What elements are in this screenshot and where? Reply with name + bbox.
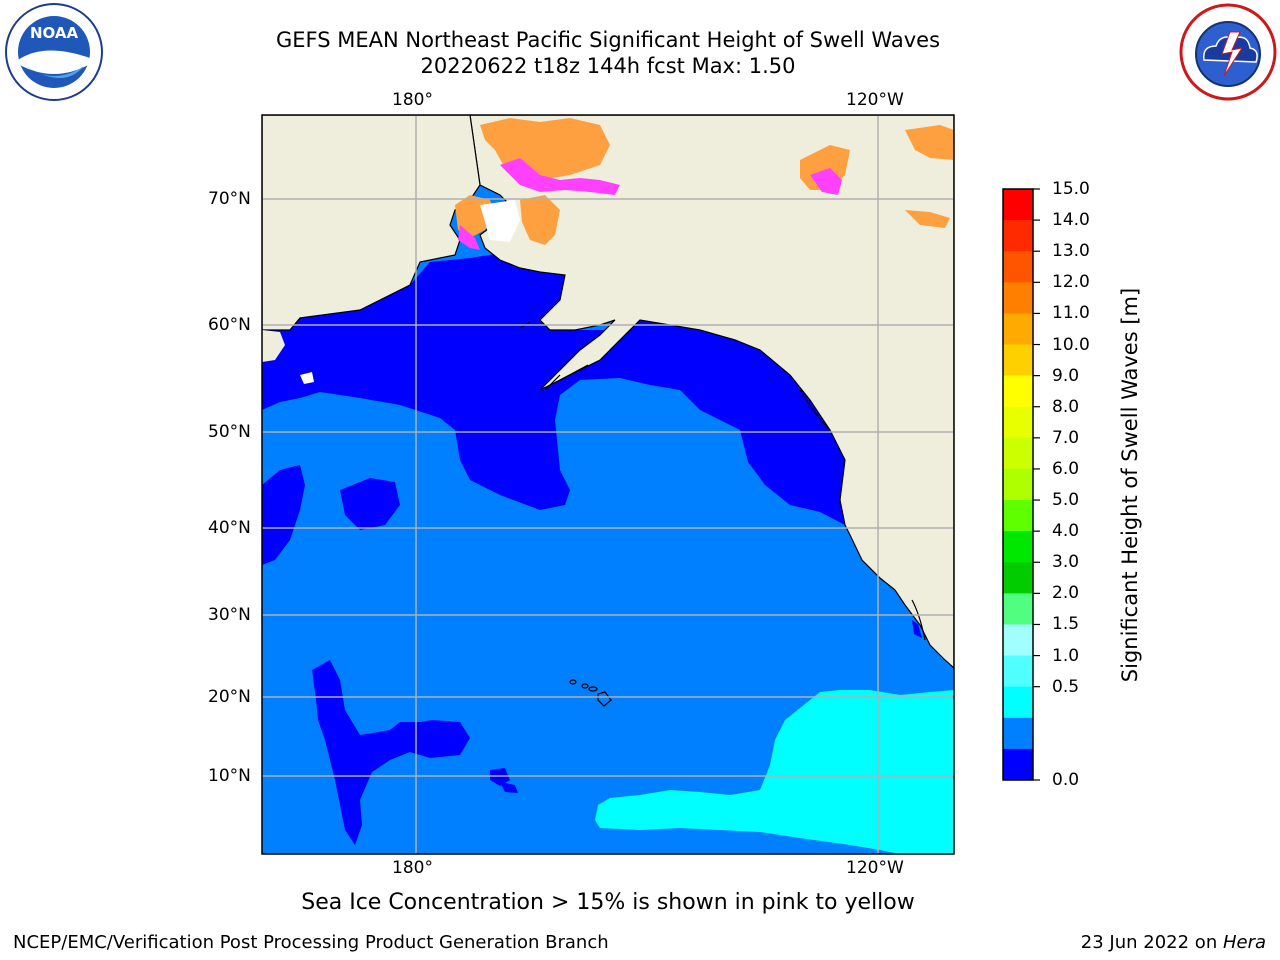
- footer-credit: NCEP/EMC/Verification Post Processing Pr…: [13, 932, 609, 953]
- colorbar-tick-label: 10.0: [1052, 334, 1090, 355]
- colorbar-segment: [1003, 531, 1033, 563]
- colorbar-segment: [1003, 562, 1033, 594]
- land-asia: [262, 115, 481, 331]
- colorbar-tick-label: 13.0: [1052, 241, 1090, 262]
- colorbar-tick-label: 4.0: [1052, 521, 1080, 542]
- colorbar-label: Significant Height of Swell Waves [m]: [1118, 287, 1142, 683]
- land-north-america: [469, 115, 954, 669]
- colorbar-segment: [1003, 375, 1033, 408]
- lon-label-180-bottom: 180°: [392, 858, 433, 878]
- colorbar-tick-label: 12.0: [1052, 272, 1090, 293]
- swell-band-1.0-1.5: [595, 690, 954, 854]
- colorbar-frame: [1002, 188, 1034, 781]
- colorbar-tick-label: 15.0: [1052, 179, 1090, 199]
- colorbar-segment: [1003, 251, 1033, 283]
- hawaiian-islands: [569, 679, 612, 707]
- colorbar: [1003, 188, 1040, 781]
- colorbar-segment: [1003, 500, 1033, 532]
- colorbar-segment: [1003, 437, 1033, 470]
- colorbar-tick-label: 3.0: [1052, 552, 1080, 573]
- colorbar-segment: [1003, 686, 1033, 719]
- colorbar-segment: [1003, 406, 1033, 439]
- colorbar-segment: [1003, 282, 1033, 314]
- footer-date: 23 Jun 2022 on Hera: [1081, 932, 1266, 953]
- colorbar-tick-label: 0.0: [1052, 770, 1080, 790]
- land-greenland-edge: [262, 330, 285, 362]
- lat-label-70n: 70°N: [208, 189, 251, 209]
- nws-logo: [1179, 3, 1277, 101]
- chart-title: GEFS MEAN Northeast Pacific Significant …: [275, 28, 941, 52]
- swell-band-0-0.5: [262, 250, 922, 845]
- lat-label-40n: 40°N: [208, 518, 251, 538]
- colorbar-tick-label: 6.0: [1052, 458, 1080, 479]
- colorbar-segment: [1003, 593, 1033, 625]
- footer-host: Hera: [1222, 932, 1266, 953]
- colorbar-tick-label: 0.5: [1052, 676, 1080, 697]
- noaa-logo-text: NOAA: [30, 24, 79, 42]
- colorbar-tick-label: 1.5: [1052, 614, 1080, 635]
- lat-label-20n: 20°N: [208, 687, 251, 707]
- footer-date-text: 23 Jun 2022 on: [1080, 932, 1223, 953]
- lat-label-30n: 30°N: [208, 605, 251, 625]
- lon-label-120w-top: 120°W: [846, 90, 904, 110]
- colorbar-segment: [1003, 468, 1033, 501]
- colorbar-segment: [1003, 655, 1033, 688]
- colorbar-segment: [1003, 220, 1033, 252]
- lon-label-180-top: 180°: [392, 90, 433, 110]
- colorbar-segment: [1003, 189, 1033, 221]
- noaa-logo: NOAA: [5, 3, 103, 101]
- map-frame: [261, 114, 955, 855]
- sea-ice-caption: Sea Ice Concentration > 15% is shown in …: [301, 890, 915, 915]
- colorbar-tick-label: 9.0: [1052, 365, 1080, 386]
- no-data-patch: [300, 372, 314, 384]
- colorbar-tick-label: 5.0: [1052, 490, 1080, 511]
- colorbar-tick-label: 1.0: [1052, 645, 1080, 666]
- colorbar-segment: [1003, 717, 1033, 750]
- colorbar-tick-label: 14.0: [1052, 210, 1090, 231]
- graticule: [262, 115, 954, 854]
- colorbar-tick-label: 8.0: [1052, 396, 1080, 417]
- lat-label-10n: 10°N: [208, 766, 251, 786]
- chart-subtitle: 20220622 t18z 144h fcst Max: 1.50: [420, 54, 796, 78]
- colorbar-tick-label: 7.0: [1052, 427, 1080, 448]
- no-data-patch: [480, 200, 520, 242]
- lat-label-60n: 60°N: [208, 315, 251, 335]
- lat-label-50n: 50°N: [208, 422, 251, 442]
- lon-label-120w-bottom: 120°W: [846, 858, 904, 878]
- colorbar-segment: [1003, 624, 1033, 657]
- colorbar-segment: [1003, 748, 1033, 781]
- colorbar-tick-label: 11.0: [1052, 303, 1090, 324]
- colorbar-tick-label: 2.0: [1052, 583, 1080, 604]
- colorbar-segment: [1003, 344, 1033, 377]
- colorbar-segment: [1003, 313, 1033, 346]
- map-area: [262, 115, 954, 854]
- sea-ice-edge: [458, 158, 842, 250]
